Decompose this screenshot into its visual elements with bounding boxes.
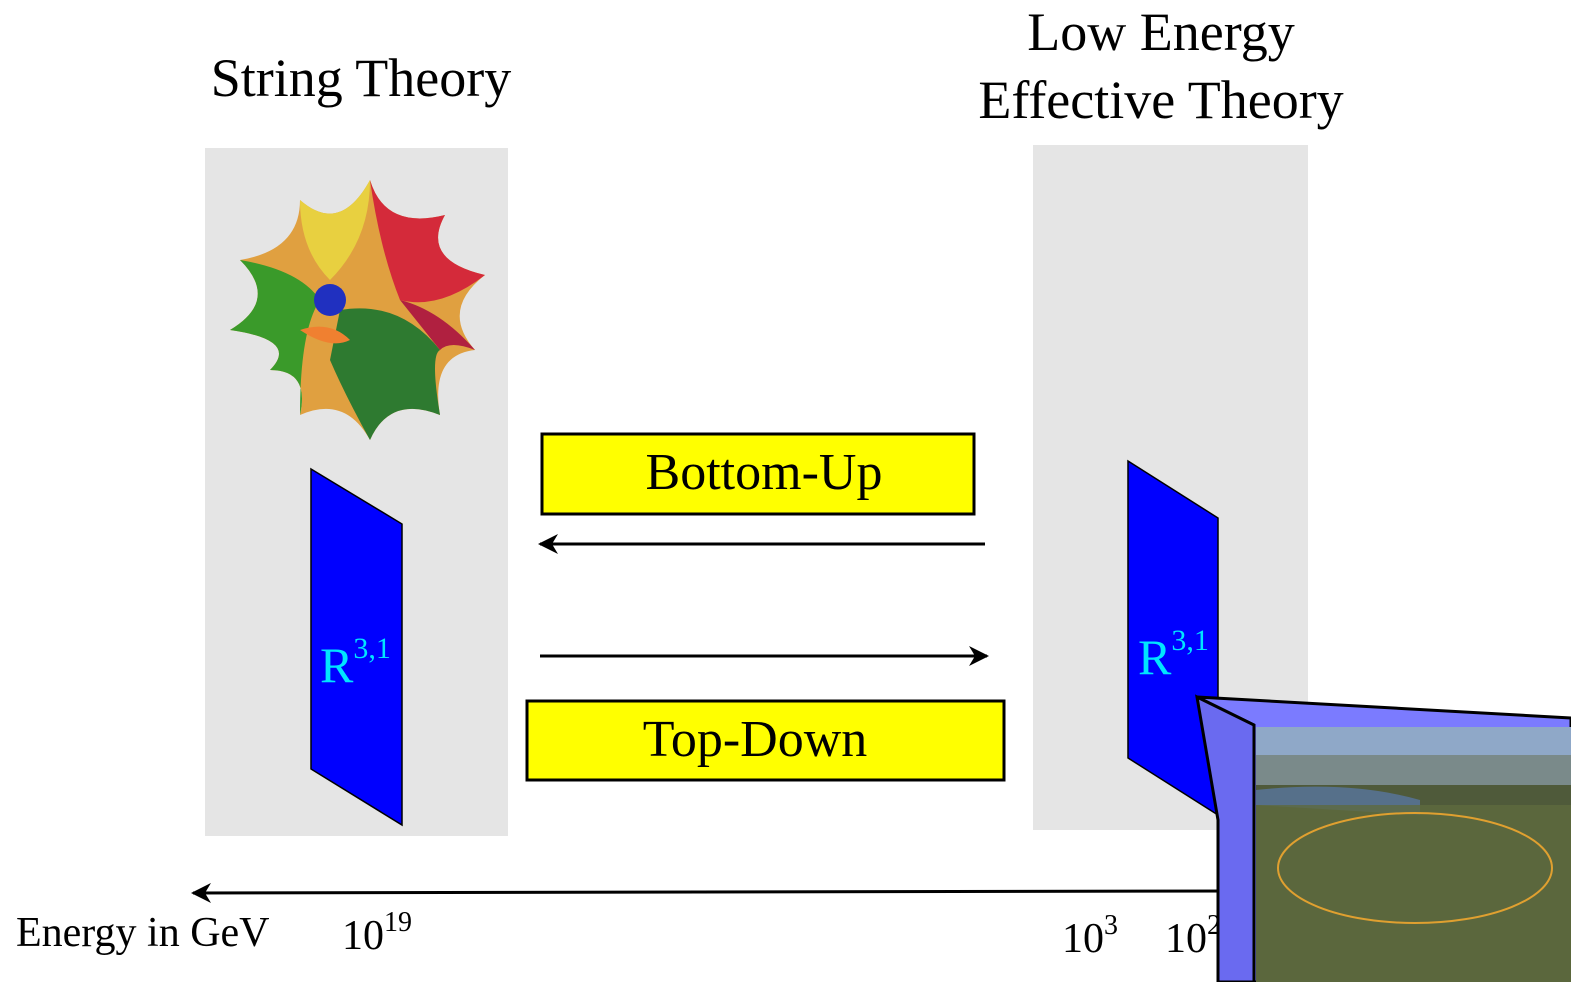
diagram: String Theory Low Energy Effective Theor…: [0, 0, 1571, 982]
panel-title: Effective Theory: [978, 70, 1343, 130]
energy-tick: 103: [1062, 910, 1118, 962]
tick-base: 10: [1062, 916, 1104, 962]
approach-label: Bottom-Up: [646, 444, 883, 501]
spacetime-base: R: [320, 637, 354, 693]
spacetime-sup: 3,1: [353, 632, 391, 665]
spacetime-base: R: [1138, 629, 1172, 685]
tick-sup: 2: [1207, 910, 1221, 941]
approach-label: Top-Down: [643, 711, 868, 768]
energy-arrow: [193, 891, 1240, 893]
axis-label: Energy in GeV: [16, 910, 270, 956]
lhc-photo: [1197, 697, 1571, 982]
panel-title: Low Energy: [1027, 2, 1294, 62]
tick-sup: 19: [384, 907, 412, 938]
tick-sup: 3: [1104, 910, 1118, 941]
tick-base: 10: [1165, 916, 1207, 962]
energy-tick: 1019: [342, 907, 412, 959]
tick-base: 10: [342, 913, 384, 959]
spacetime-sup: 3,1: [1171, 624, 1209, 657]
panel-title: String Theory: [211, 48, 511, 108]
energy-tick: 102: [1165, 910, 1221, 962]
